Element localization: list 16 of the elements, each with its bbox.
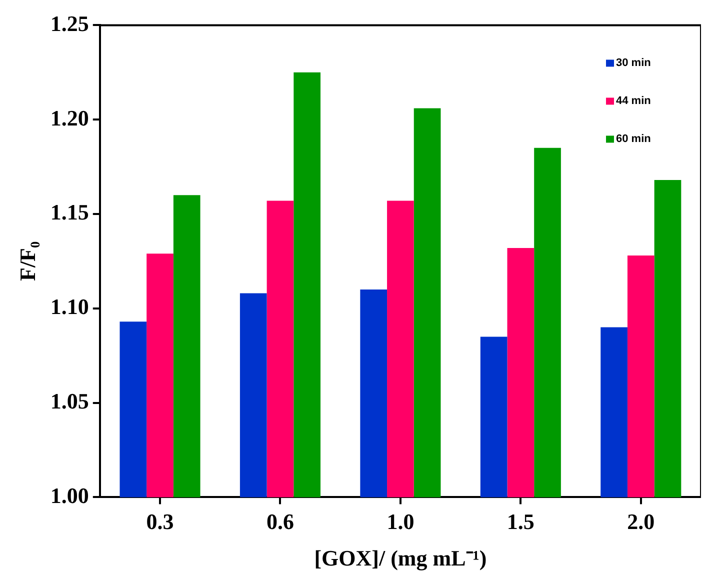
y-axis-title: F/F₀	[14, 241, 40, 281]
y-tick-label: 1.25	[50, 10, 89, 36]
y-tick-label: 1.15	[50, 200, 89, 225]
y-tick-label: 1.05	[50, 388, 89, 414]
x-tick-label: 2.0	[627, 509, 655, 534]
x-axis-title: [GOX]/ (mg mL⁻¹)	[314, 545, 487, 570]
legend-label: 30 min	[616, 57, 652, 70]
x-tick-label: 1.0	[386, 509, 414, 534]
legend-label: 44 min	[616, 95, 652, 108]
legend-label: 60 min	[616, 133, 652, 146]
y-tick-label: 1.20	[50, 105, 89, 130]
x-tick-label: 0.6	[266, 509, 294, 534]
x-tick-label: 0.3	[146, 509, 174, 534]
y-tick-label: 1.10	[50, 294, 89, 320]
x-tick-label: 1.5	[506, 509, 534, 534]
y-tick-label: 1.00	[50, 482, 89, 508]
